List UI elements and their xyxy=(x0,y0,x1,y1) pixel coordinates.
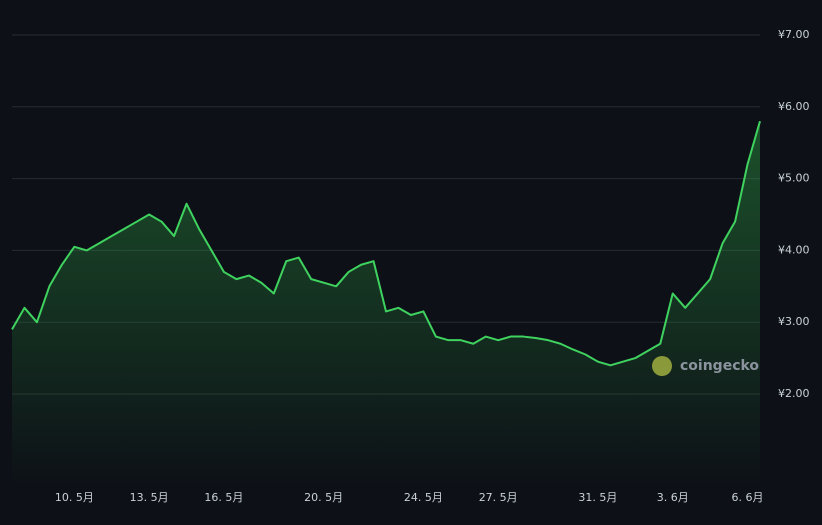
plot: ¥2.00 ¥3.00 ¥4.00 ¥5.00 ¥6.00 ¥7.00 10. 5月 13. … xyxy=(11,28,810,504)
x-tick-label: 6. 6月 xyxy=(732,491,764,504)
line xyxy=(11,120,761,367)
y-tick-label: ¥3.00 xyxy=(778,315,810,328)
y-tick-label: ¥4.00 xyxy=(778,243,810,256)
x-tick-label: 27. 5月 xyxy=(479,491,518,504)
y-tick-label: ¥7.00 xyxy=(778,28,810,41)
x-tick-label: 3. 6月 xyxy=(657,491,689,504)
x-tick-label: 31. 5月 xyxy=(578,491,617,504)
y-tick-label: ¥2.00 xyxy=(778,387,810,400)
x-tick-label: 24. 5月 xyxy=(404,491,443,504)
x-tick-label: 13. 5月 xyxy=(130,491,169,504)
watermark: coingecko xyxy=(680,358,759,374)
x-tick-label: 20. 5月 xyxy=(304,491,343,504)
y-tick-label: ¥5.00 xyxy=(778,172,810,185)
x-tick-label: 16. 5月 xyxy=(204,491,243,504)
area xyxy=(12,121,760,484)
watermark-logo xyxy=(652,356,672,376)
y-tick-label: ¥6.00 xyxy=(778,100,810,113)
x-tick-label: 10. 5月 xyxy=(55,491,94,504)
